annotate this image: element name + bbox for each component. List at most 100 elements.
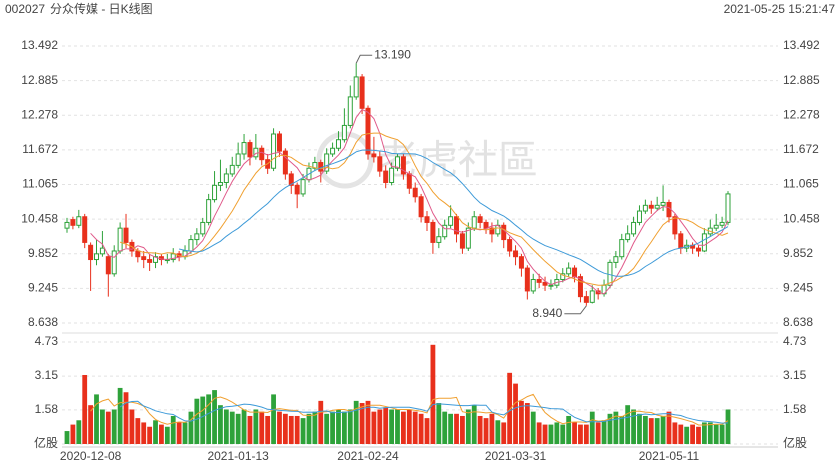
volume-bar bbox=[330, 411, 335, 444]
x-tick-label: 2021-01-13 bbox=[207, 449, 269, 463]
candle-body bbox=[642, 204, 648, 212]
candle-body bbox=[424, 216, 430, 223]
candle-body bbox=[395, 156, 400, 169]
volume-bar bbox=[359, 403, 365, 444]
volume-bar bbox=[371, 411, 377, 444]
volume-bar bbox=[300, 418, 306, 444]
candle-body bbox=[282, 150, 288, 175]
volume-bar bbox=[182, 422, 188, 444]
y-tick-label: 13.492 bbox=[21, 38, 58, 52]
candle-body bbox=[524, 267, 530, 292]
volume-bar bbox=[601, 420, 607, 444]
candle-body bbox=[70, 219, 76, 226]
candle-body bbox=[607, 261, 613, 286]
volume-bar bbox=[111, 409, 117, 444]
candle-body bbox=[276, 133, 282, 152]
volume-bar bbox=[672, 422, 678, 444]
y-tick-label-right: 8.638 bbox=[783, 315, 813, 329]
volume-bar bbox=[383, 407, 389, 444]
y-tick-label-right: 1.58 bbox=[783, 402, 807, 416]
volume-bar bbox=[253, 409, 259, 444]
candle-body bbox=[188, 239, 194, 252]
x-tick-label: 2020-12-08 bbox=[60, 449, 122, 463]
price-ma-line bbox=[178, 149, 729, 277]
volume-bar bbox=[206, 394, 212, 444]
candle-body bbox=[377, 156, 383, 172]
candle-body bbox=[483, 221, 489, 229]
volume-bar bbox=[294, 415, 300, 444]
volume-bar bbox=[318, 400, 324, 444]
volume-bar bbox=[530, 411, 536, 444]
volume-bar bbox=[430, 344, 436, 444]
candle-body bbox=[153, 256, 159, 263]
volume-bar bbox=[241, 409, 247, 444]
volume-bar bbox=[454, 413, 459, 444]
volume-bar bbox=[229, 411, 235, 444]
candle-body bbox=[648, 204, 654, 209]
volume-bar bbox=[76, 420, 82, 444]
candle-body bbox=[536, 279, 542, 283]
volume-bar bbox=[536, 422, 542, 444]
candle-body bbox=[636, 210, 642, 223]
volume-bar bbox=[200, 396, 206, 444]
candle-body bbox=[312, 162, 318, 169]
candle-body bbox=[123, 227, 129, 243]
candle-body bbox=[400, 156, 406, 175]
candle-body bbox=[288, 173, 294, 186]
y-tick-label: 12.885 bbox=[21, 73, 58, 87]
timestamp: 2021-05-25 15:21:47 bbox=[724, 2, 836, 16]
volume-bar bbox=[707, 422, 713, 444]
volume-bar bbox=[105, 411, 111, 444]
y-tick-label-right: 10.458 bbox=[783, 211, 820, 225]
y-tick-label: 1.58 bbox=[35, 402, 59, 416]
y-tick-label-right: 9.245 bbox=[783, 281, 813, 295]
volume-bar bbox=[542, 424, 548, 444]
candle-body bbox=[241, 142, 247, 155]
volume-bar bbox=[483, 418, 489, 444]
candle-body bbox=[660, 201, 666, 206]
candle-body bbox=[371, 153, 377, 158]
candle-body bbox=[76, 216, 82, 226]
candle-body bbox=[330, 147, 336, 155]
candle-body bbox=[111, 250, 117, 275]
volume-bar bbox=[666, 411, 672, 444]
volume-bar bbox=[259, 411, 265, 444]
candle-body bbox=[701, 233, 707, 252]
volume-bar bbox=[288, 415, 294, 444]
candle-body bbox=[560, 273, 566, 281]
candle-body bbox=[418, 196, 424, 218]
volume-bar bbox=[188, 411, 194, 444]
candle-body bbox=[300, 179, 306, 195]
y-tick-label: 12.278 bbox=[21, 107, 58, 121]
volume-bar bbox=[353, 400, 359, 444]
volume-bar bbox=[159, 424, 164, 444]
volume-bar bbox=[465, 409, 471, 444]
candle-body bbox=[454, 216, 460, 235]
volume-bar bbox=[306, 413, 312, 444]
candle-body bbox=[82, 216, 88, 243]
volume-bar bbox=[123, 392, 129, 444]
candle-body bbox=[389, 167, 395, 184]
volume-bar bbox=[88, 405, 94, 444]
volume-bar bbox=[648, 418, 654, 444]
y-tick-label-right: 9.852 bbox=[783, 246, 813, 260]
annotation-label: 8.940 bbox=[532, 306, 562, 320]
volume-bar bbox=[583, 424, 589, 444]
candle-body bbox=[631, 221, 637, 235]
volume-bar bbox=[223, 409, 229, 444]
volume-bar bbox=[572, 422, 577, 444]
candle-body bbox=[294, 184, 300, 195]
candle-body bbox=[235, 153, 241, 166]
volume-bar bbox=[471, 405, 477, 444]
volume-bar bbox=[436, 403, 442, 444]
candle-body bbox=[548, 284, 554, 287]
candle-body bbox=[383, 170, 389, 184]
candle-body bbox=[335, 139, 341, 149]
candle-body bbox=[324, 153, 330, 172]
volume-bar bbox=[613, 411, 619, 444]
candle-body bbox=[625, 233, 631, 241]
volume-bar bbox=[324, 413, 330, 444]
volume-bar bbox=[607, 413, 613, 444]
candle-body bbox=[353, 76, 359, 98]
